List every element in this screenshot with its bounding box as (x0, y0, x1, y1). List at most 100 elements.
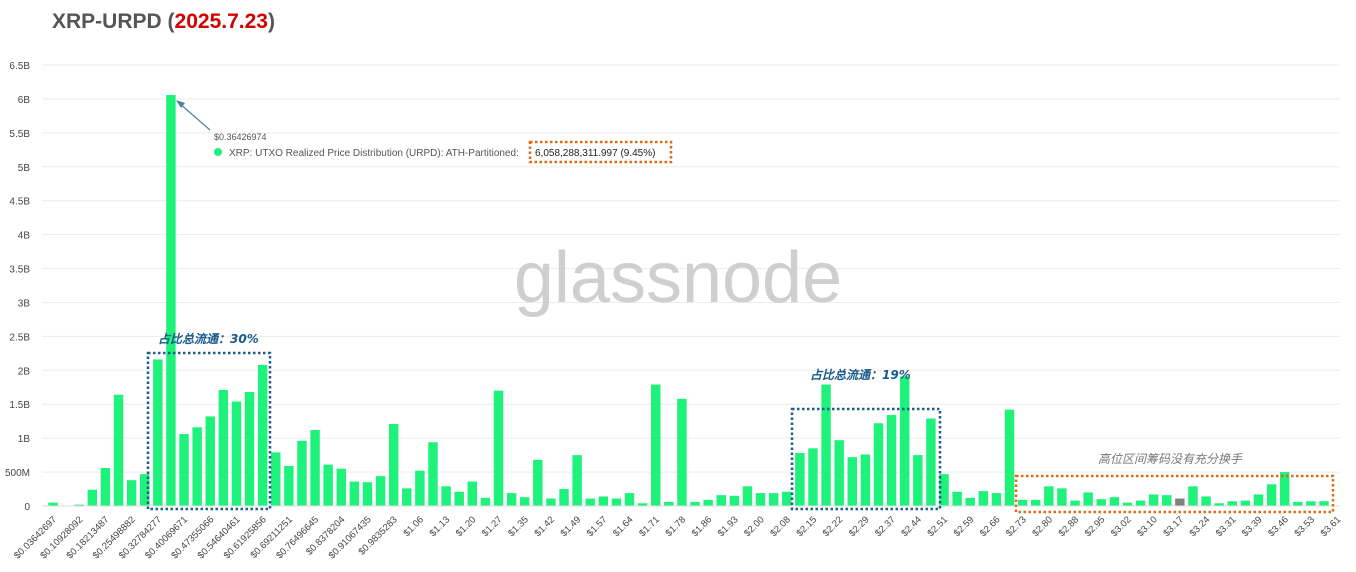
watermark: glassnode (514, 238, 842, 318)
bar (821, 384, 831, 506)
annotation-box-high-range (1014, 474, 1335, 514)
bar (637, 503, 648, 506)
bar (808, 448, 818, 506)
bar (624, 493, 635, 506)
bar (87, 489, 98, 506)
title-date: 2025.7.23 (174, 10, 268, 33)
x-tick-label: $3.10 (1135, 514, 1160, 539)
x-tick-label: $3.17 (1161, 514, 1186, 539)
y-tick-label: 6B (18, 95, 31, 106)
bar (651, 384, 661, 506)
bar (742, 486, 753, 506)
x-tick-label: $2.95 (1083, 514, 1108, 539)
bar (415, 470, 425, 506)
bar (113, 394, 124, 506)
y-tick-label: 4.5B (9, 197, 30, 208)
bar (519, 497, 530, 506)
bar (297, 440, 307, 506)
bar (939, 474, 949, 506)
bar (1083, 492, 1093, 506)
bar (965, 497, 975, 506)
bar (1306, 501, 1316, 506)
x-tick-label: $3.61 (1319, 514, 1344, 539)
bar (244, 392, 255, 506)
x-tick-label: $2.80 (1030, 514, 1055, 539)
bar (506, 493, 517, 506)
tooltip-price: $0.36426974 (214, 132, 267, 142)
bar (913, 455, 923, 506)
x-tick-label: $2.66 (978, 514, 1003, 539)
y-tick-label: 1B (18, 434, 31, 445)
bar (126, 480, 137, 506)
bar (677, 398, 687, 506)
bar (428, 442, 438, 506)
bar (402, 488, 412, 506)
tooltip-value-highlight-box (528, 140, 673, 164)
x-tick-label: $2.44 (899, 514, 924, 539)
x-tick-label: $2.15 (795, 514, 820, 539)
bar (611, 498, 622, 506)
annotation-text-low-range: 占比总流通：30% (158, 332, 259, 346)
x-tick-label: $2.22 (821, 514, 846, 539)
x-tick-label: $2.37 (873, 514, 898, 539)
bar (441, 486, 451, 506)
x-tick-label: $3.24 (1188, 514, 1213, 539)
x-tick-label: $2.51 (926, 514, 951, 539)
bar (729, 495, 740, 506)
tooltip-value: 6,058,288,311.997 (9.45%) (535, 148, 655, 159)
bar (847, 457, 858, 506)
annotation-text-high-range: 高位区间筹码没有充分换手 (1098, 452, 1243, 466)
bar (1253, 494, 1264, 506)
x-tick-label: $1.71 (637, 514, 662, 539)
bar (1031, 499, 1041, 506)
bar (1070, 500, 1080, 506)
bar (1122, 502, 1133, 506)
bar (192, 427, 202, 506)
bar (310, 430, 320, 506)
bar (388, 423, 399, 506)
x-tick-label: $2.00 (742, 514, 767, 539)
bar (1266, 484, 1277, 506)
bar (1188, 486, 1198, 506)
x-tick-label: $2.08 (768, 514, 793, 539)
bar (480, 497, 491, 506)
bar (1279, 472, 1290, 506)
bar (795, 453, 805, 506)
y-tick-label: 6.5B (9, 61, 30, 72)
x-tick-label: $1.27 (480, 514, 505, 539)
x-tick-label: $3.39 (1240, 514, 1265, 539)
bars (48, 94, 1329, 507)
bar (716, 495, 726, 506)
annotation-text-mid-range: 占比总流通：19% (810, 368, 911, 382)
bar (336, 468, 346, 506)
annotation-box-mid-range (790, 407, 942, 511)
x-tick-label: $1.06 (401, 514, 426, 539)
bar (1293, 501, 1303, 506)
bar (1240, 500, 1251, 506)
bar (467, 481, 478, 506)
bar (140, 474, 150, 506)
bar (231, 401, 242, 506)
title-close-paren: ) (267, 10, 275, 33)
bar (1148, 494, 1159, 506)
bar (1214, 503, 1224, 506)
bar (1201, 496, 1211, 506)
bar (153, 359, 163, 506)
bar (284, 465, 294, 506)
bar (768, 493, 779, 506)
tooltip-series-dot (214, 148, 222, 156)
bar (690, 501, 700, 506)
bar (1017, 499, 1028, 506)
y-tick-label: 0 (24, 502, 30, 513)
x-tick-label: $2.73 (1004, 514, 1029, 539)
x-axis: $0.03642697$0.10928092$0.18213487$0.2549… (12, 505, 1344, 561)
annotation-box-low-range (146, 351, 272, 511)
bar (166, 94, 176, 506)
bar (1175, 498, 1185, 506)
x-tick-label: $1.78 (663, 514, 688, 539)
y-tick-label: 5.5B (9, 129, 30, 140)
bar (703, 499, 713, 506)
x-tick-label: $1.86 (690, 514, 715, 539)
y-tick-label: 4B (18, 231, 31, 242)
